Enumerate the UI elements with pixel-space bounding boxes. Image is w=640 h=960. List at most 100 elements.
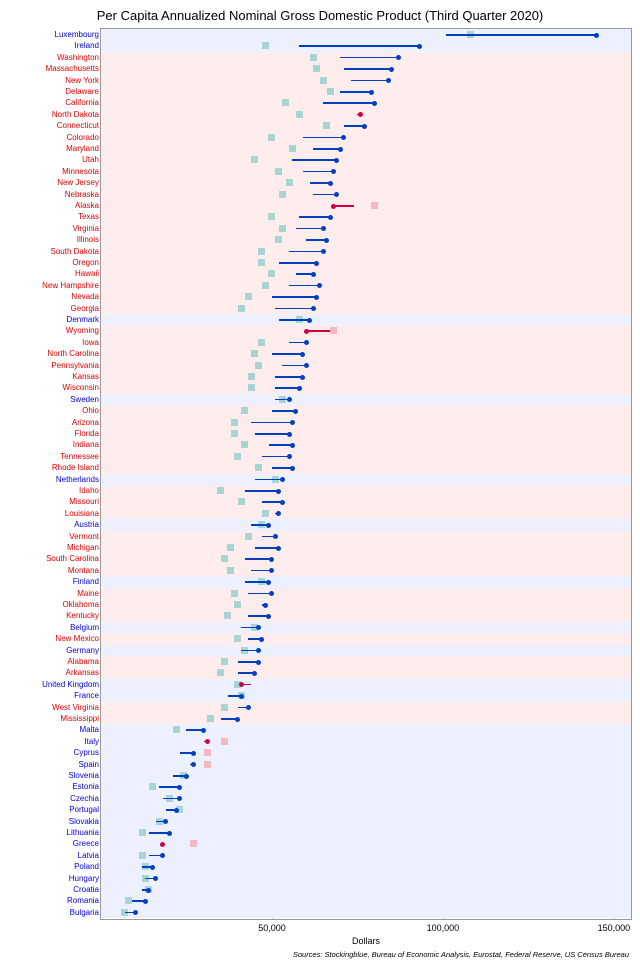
current-dot <box>372 101 377 106</box>
row-label: Colorado <box>3 132 99 144</box>
ten-years-marker <box>241 407 248 414</box>
ten-years-marker <box>320 77 327 84</box>
data-row: Alaska <box>101 200 631 212</box>
row-label: Pennsylvania <box>3 360 99 372</box>
data-row: Lithuania <box>101 827 631 839</box>
current-dot <box>150 865 155 870</box>
row-label: Alabama <box>3 656 99 668</box>
current-dot <box>167 831 172 836</box>
row-label: Oklahoma <box>3 599 99 611</box>
data-row: Vermont <box>101 531 631 543</box>
current-dot <box>358 112 363 117</box>
row-label: Rhode Island <box>3 462 99 474</box>
current-dot <box>276 511 281 516</box>
current-dot <box>143 899 148 904</box>
row-label: Poland <box>3 861 99 873</box>
row-label: Tennessee <box>3 451 99 463</box>
current-dot <box>280 500 285 505</box>
ten-years-marker <box>231 590 238 597</box>
data-row: Greece <box>101 838 631 850</box>
data-row: Slovakia <box>101 816 631 828</box>
ten-years-marker <box>204 749 211 756</box>
data-row: Colorado <box>101 132 631 144</box>
row-label: New York <box>3 75 99 87</box>
five-year-line <box>446 34 596 36</box>
current-dot <box>417 44 422 49</box>
current-dot <box>331 204 336 209</box>
row-label: Nevada <box>3 291 99 303</box>
ten-years-marker <box>275 168 282 175</box>
ten-years-marker <box>204 761 211 768</box>
ten-years-marker <box>139 829 146 836</box>
five-year-line <box>269 444 293 446</box>
ten-years-marker <box>217 669 224 676</box>
data-row: Florida <box>101 428 631 440</box>
data-row: Minnesota <box>101 166 631 178</box>
row-label: Arizona <box>3 417 99 429</box>
ten-years-marker <box>231 430 238 437</box>
ten-years-marker <box>275 236 282 243</box>
ten-years-marker <box>245 533 252 540</box>
five-year-line <box>334 205 355 207</box>
data-row: Louisiana <box>101 508 631 520</box>
row-label: Virginia <box>3 223 99 235</box>
row-label: Connecticut <box>3 120 99 132</box>
row-label: Iowa <box>3 337 99 349</box>
ten-years-marker <box>268 270 275 277</box>
data-row: Nebraska <box>101 189 631 201</box>
ten-years-marker <box>251 156 258 163</box>
row-label: Texas <box>3 211 99 223</box>
five-year-line <box>248 593 272 595</box>
ten-years-marker <box>282 99 289 106</box>
row-label: Spain <box>3 759 99 771</box>
five-year-line <box>279 262 317 264</box>
current-dot <box>307 318 312 323</box>
current-dot <box>153 876 158 881</box>
data-row: Michigan <box>101 542 631 554</box>
ten-years-marker <box>231 419 238 426</box>
chart-title: Per Capita Annualized Nominal Gross Dome… <box>0 0 640 27</box>
data-row: Maine <box>101 588 631 600</box>
ten-years-marker <box>279 191 286 198</box>
row-label: Netherlands <box>3 474 99 486</box>
ten-years-marker <box>207 715 214 722</box>
current-dot <box>287 397 292 402</box>
row-label: New Hampshire <box>3 280 99 292</box>
five-year-line <box>282 365 306 367</box>
row-label: Montana <box>3 565 99 577</box>
row-label: Hawaii <box>3 268 99 280</box>
current-dot <box>266 614 271 619</box>
data-row: Ireland <box>101 40 631 52</box>
ten-years-marker <box>224 612 231 619</box>
x-tick: 150,000 <box>598 923 631 933</box>
ten-years-marker <box>238 498 245 505</box>
row-label: Vermont <box>3 531 99 543</box>
ten-years-marker <box>149 783 156 790</box>
current-dot <box>269 591 274 596</box>
ten-years-marker <box>227 567 234 574</box>
five-year-line <box>323 102 374 104</box>
current-dot <box>174 808 179 813</box>
ten-years-marker <box>173 726 180 733</box>
current-dot <box>269 557 274 562</box>
current-dot <box>246 705 251 710</box>
current-dot <box>328 215 333 220</box>
ten-years-marker <box>251 350 258 357</box>
data-row: Maryland <box>101 143 631 155</box>
five-year-line <box>251 422 292 424</box>
x-tick: 100,000 <box>427 923 460 933</box>
row-label: Kansas <box>3 371 99 383</box>
current-dot <box>276 489 281 494</box>
current-dot <box>338 147 343 152</box>
ten-years-marker <box>258 259 265 266</box>
data-row: Estonia <box>101 781 631 793</box>
current-dot <box>300 375 305 380</box>
current-dot <box>163 819 168 824</box>
data-row: Virginia <box>101 223 631 235</box>
row-label: Lithuania <box>3 827 99 839</box>
five-year-line <box>255 433 289 435</box>
ten-years-marker <box>245 293 252 300</box>
five-year-line <box>245 581 269 583</box>
five-year-line <box>292 159 336 161</box>
five-year-line <box>299 216 330 218</box>
